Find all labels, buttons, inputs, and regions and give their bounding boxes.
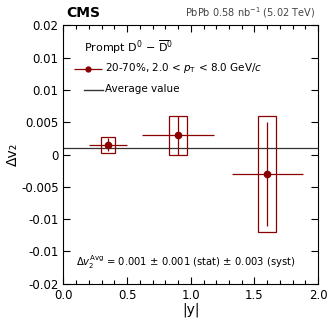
Text: CMS: CMS [66,6,100,20]
Text: PbPb 0.58 nb$^{-1}$ (5.02 TeV): PbPb 0.58 nb$^{-1}$ (5.02 TeV) [185,5,316,20]
Text: Prompt D$^{0}$ $-$ $\overline{\rm D}^{0}$: Prompt D$^{0}$ $-$ $\overline{\rm D}^{0}… [84,38,173,56]
Bar [101,137,115,152]
Text: Average value: Average value [106,84,180,94]
X-axis label: |y|: |y| [182,303,199,318]
Bar [169,116,187,154]
Bar [258,116,276,232]
Text: 20-70%, 2.0 < $p_{\rm T}$ < 8.0 GeV/$c$: 20-70%, 2.0 < $p_{\rm T}$ < 8.0 GeV/$c$ [106,61,263,75]
Y-axis label: Δv₂: Δv₂ [6,143,20,166]
Text: $\Delta v_2^{\rm Avg}$ = 0.001 $\pm$ 0.001 (stat) $\pm$ 0.003 (syst): $\Delta v_2^{\rm Avg}$ = 0.001 $\pm$ 0.0… [76,253,296,271]
